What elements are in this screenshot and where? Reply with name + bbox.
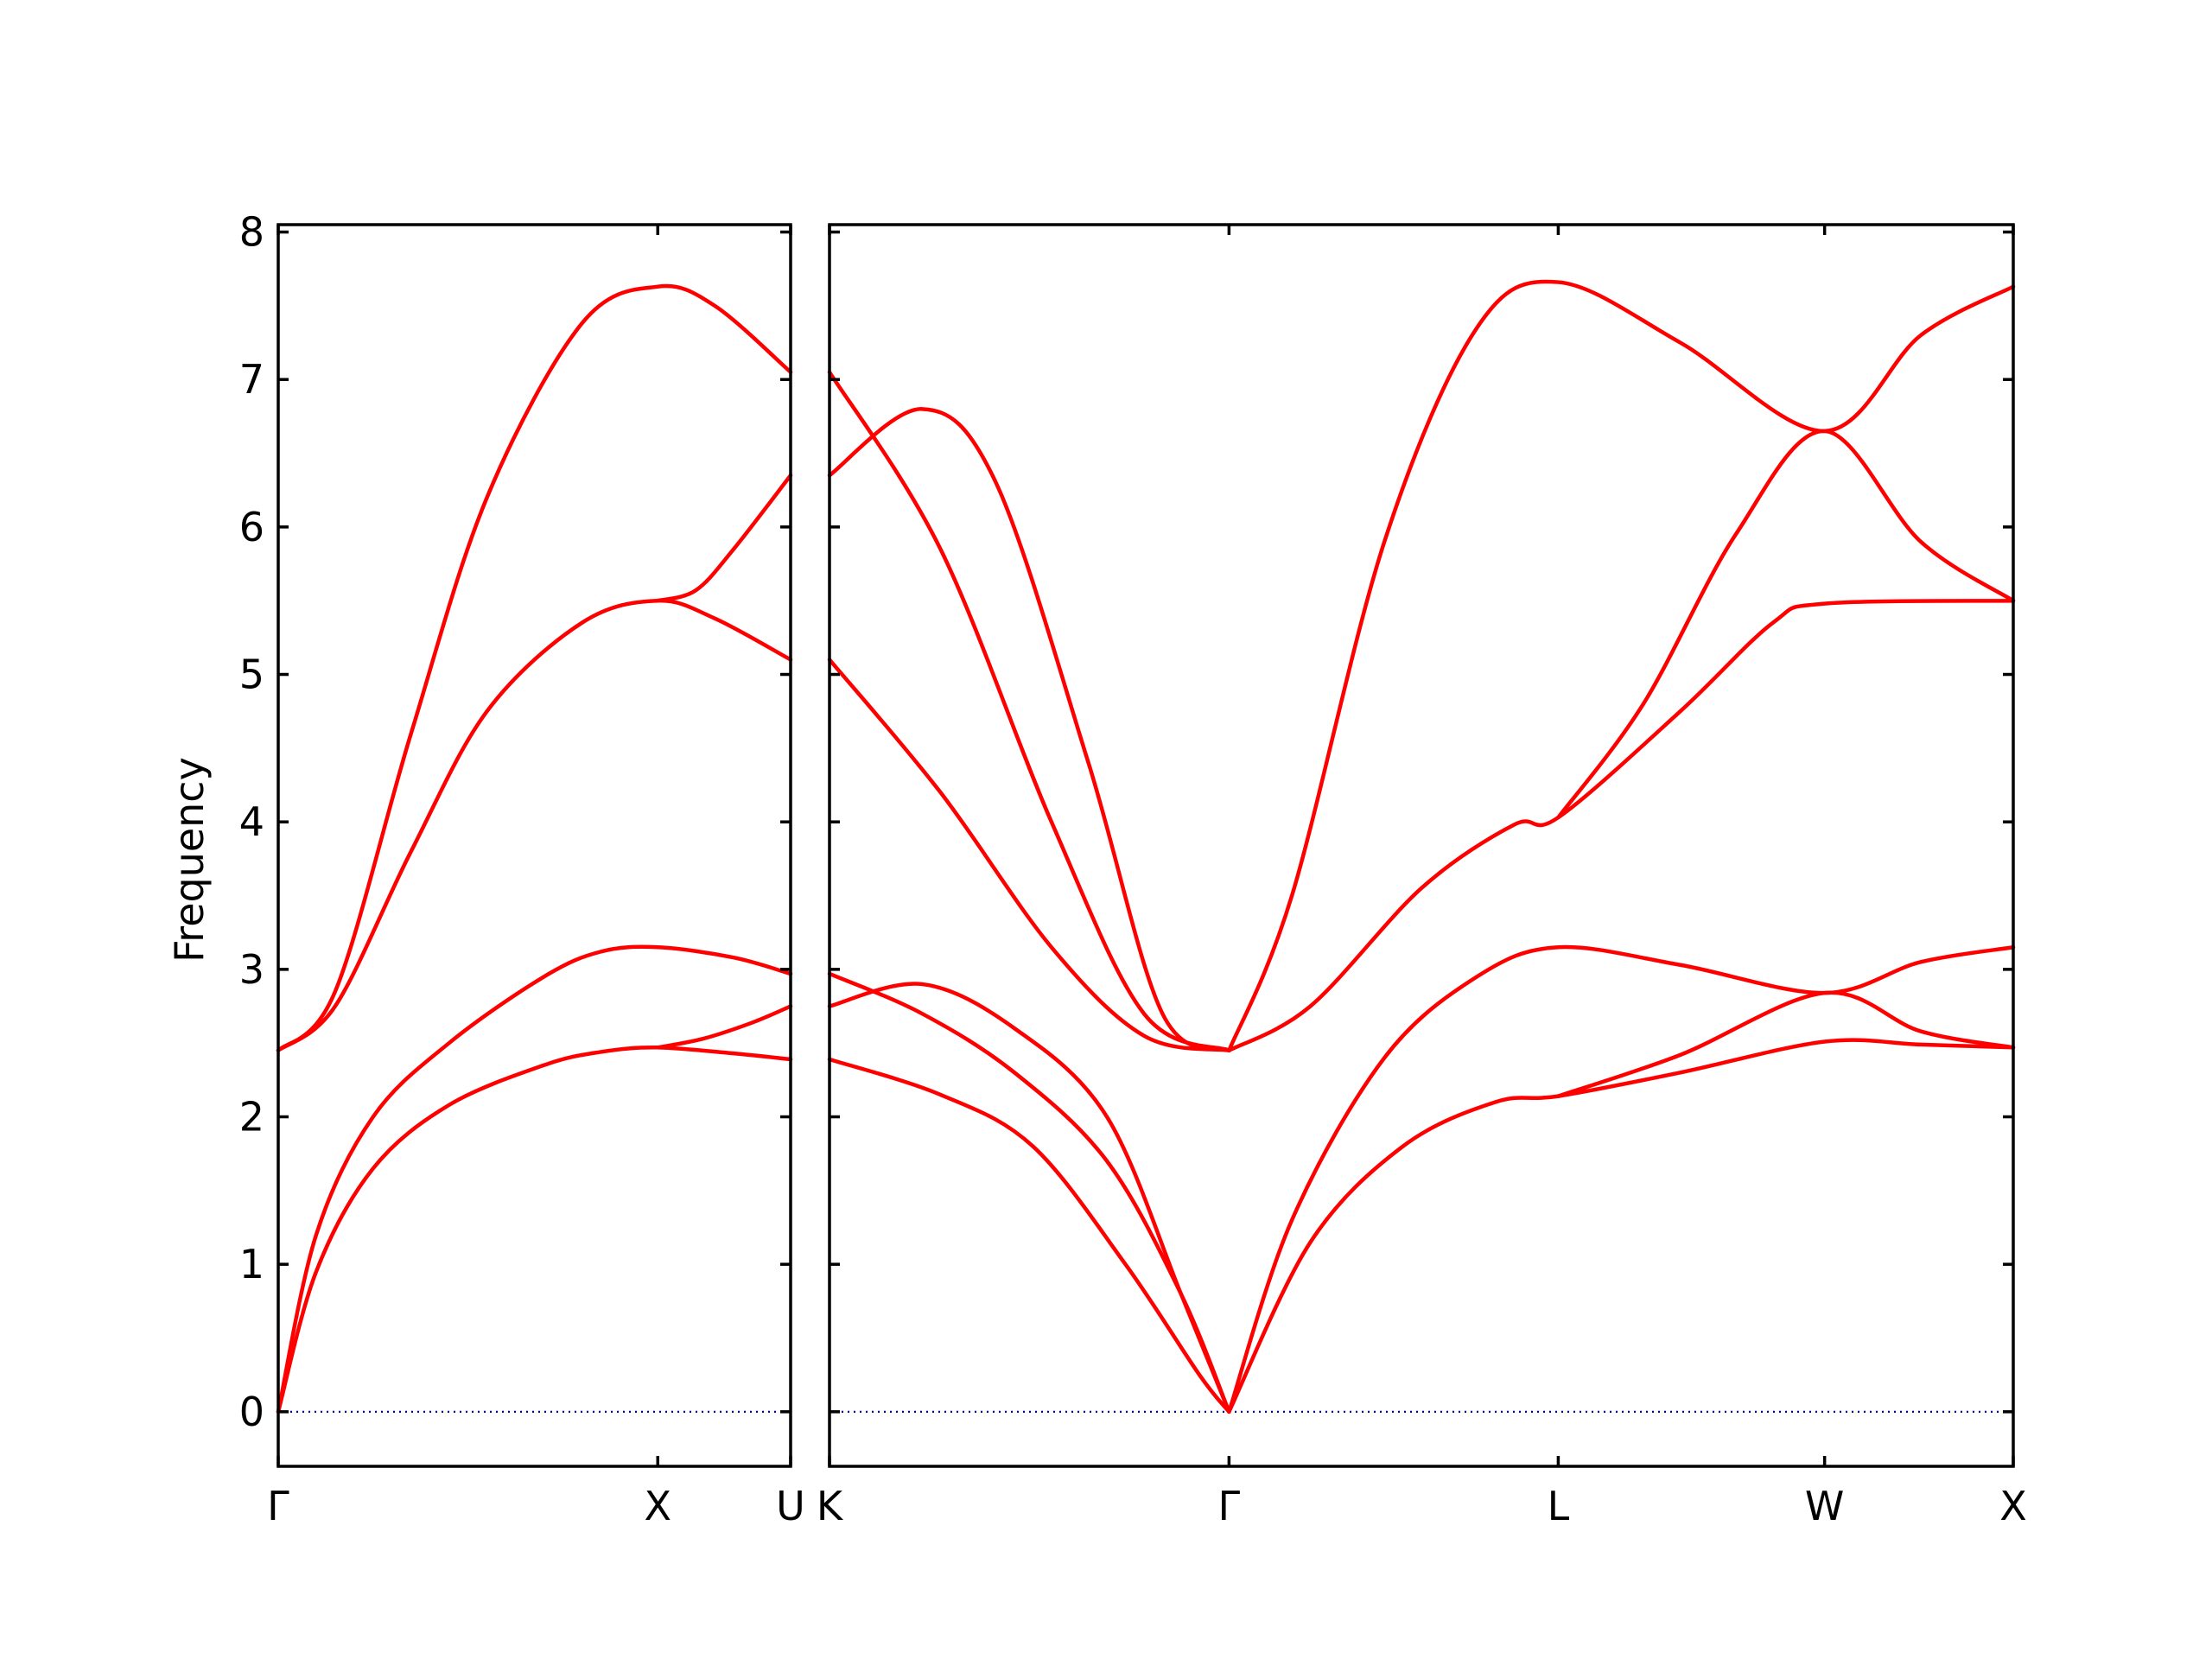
band-line-7 [1227, 944, 2016, 1414]
y-tick-label: 3 [239, 946, 264, 993]
x-tick-label-3: U [776, 1483, 805, 1529]
y-tick-label: 1 [239, 1241, 264, 1287]
x-tick-label-1: K [817, 1483, 844, 1529]
band-line-6 [827, 407, 1231, 1052]
band-line-3 [827, 982, 1231, 1414]
x-tick-label-4: W [1805, 1483, 1844, 1529]
band-line-1 [276, 944, 793, 1414]
band-line-6 [656, 473, 793, 603]
y-tick-label: 6 [239, 504, 264, 550]
y-tick-label: 2 [239, 1094, 264, 1141]
band-line-2 [276, 1046, 793, 1414]
x-tick-label-2: Γ [1218, 1483, 1241, 1529]
band-line-12 [1556, 429, 2016, 820]
band-line-10 [1227, 279, 2016, 1052]
y-axis-label: Frequency [166, 757, 213, 963]
y-tick-label: 8 [239, 209, 264, 256]
y-tick-label: 7 [239, 356, 264, 403]
y-tick-label: 0 [239, 1389, 264, 1435]
band-line-9 [1227, 598, 2016, 1052]
y-tick-label: 5 [239, 652, 264, 698]
x-tick-label-2: X [645, 1483, 672, 1529]
band-line-5 [656, 1004, 793, 1050]
band-line-3 [276, 598, 793, 1052]
band-line-2 [827, 1057, 1231, 1414]
y-tick-label: 4 [239, 798, 264, 845]
x-tick-label-3: L [1548, 1483, 1570, 1529]
band-line-4 [827, 658, 1231, 1052]
axis-frame [276, 223, 792, 1468]
x-tick-label-1: Γ [267, 1483, 289, 1529]
chart-root: 0 1 2 3 4 5 6 7 8 Γ X U K Γ L W X [239, 209, 2027, 1529]
band-line-5 [827, 370, 1231, 1052]
band-line-4 [276, 283, 793, 1052]
x-tick-label-5: X [1999, 1483, 2027, 1529]
axis-frame [828, 223, 2015, 1468]
left-panel: 0 1 2 3 4 5 6 7 8 Γ X U [239, 209, 805, 1529]
band-line-8 [1227, 1038, 2016, 1414]
band-line-11 [1556, 990, 2016, 1098]
